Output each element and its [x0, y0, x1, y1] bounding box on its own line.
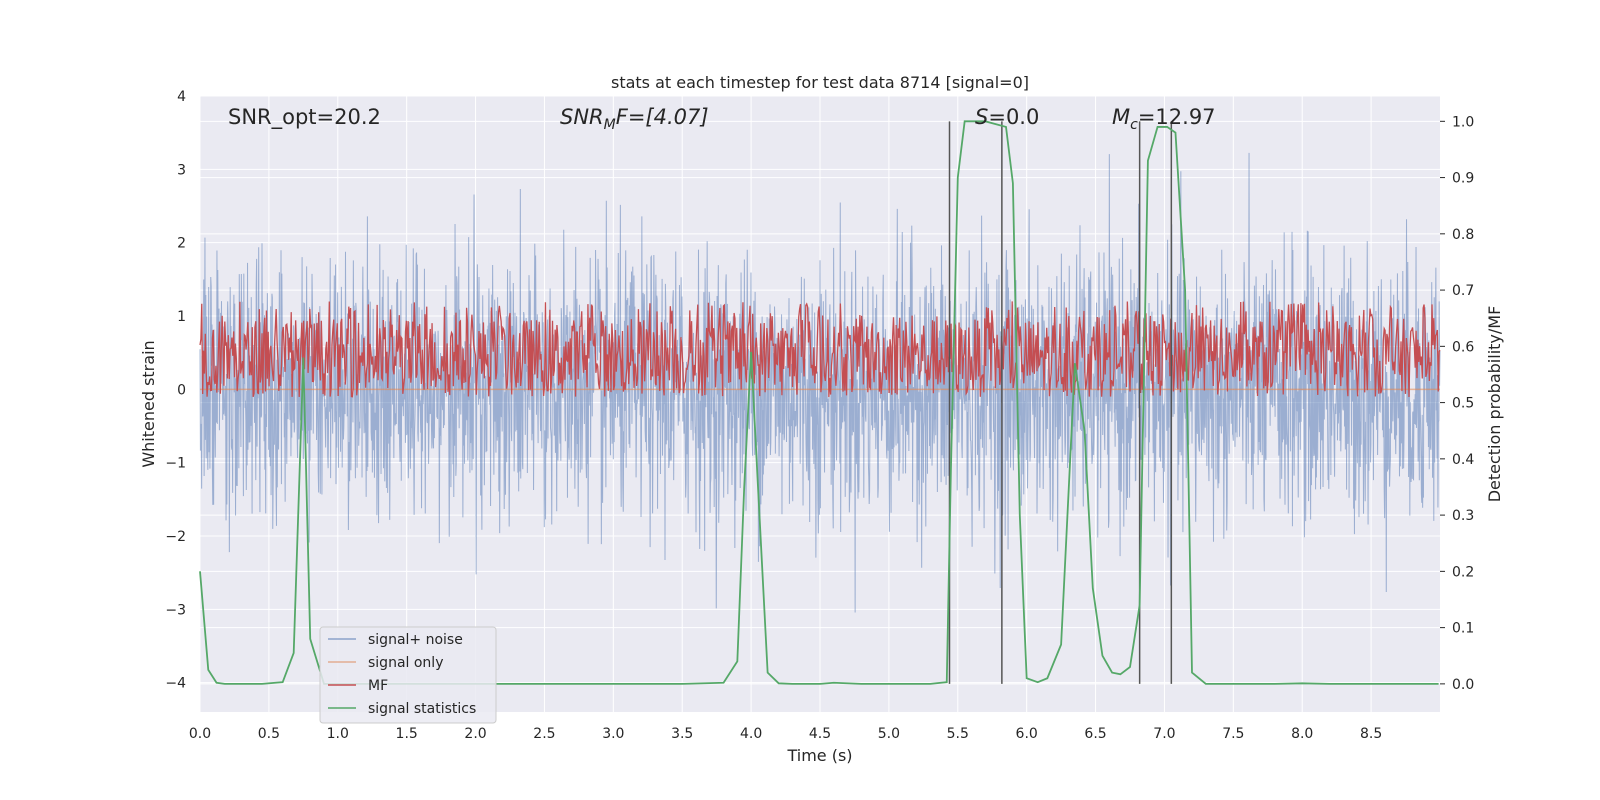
y-tick-label: 2	[177, 236, 186, 252]
legend: signal+ noise signal only MF signal stat…	[319, 626, 497, 724]
mf-trace	[199, 301, 1441, 398]
x-tick-label: 0.5	[258, 726, 280, 742]
y-tick-label: −4	[165, 676, 186, 692]
x-tick-label: 3.5	[671, 726, 693, 742]
x-tick-label: 6.5	[1084, 726, 1106, 742]
legend-label-signal-only: signal only	[368, 655, 443, 671]
x-axis-label: Time (s)	[786, 746, 852, 765]
legend-box	[319, 626, 497, 724]
y2-tick-label: 0.7	[1452, 283, 1474, 299]
x-tick-label: 5.5	[947, 726, 969, 742]
y-tick-label: −2	[165, 529, 186, 545]
y2-tick-label: 0.4	[1452, 452, 1474, 468]
series-mf	[199, 301, 1441, 398]
x-tick-label: 1.5	[396, 726, 418, 742]
x-tick-label: 6.0	[1016, 726, 1038, 742]
y2-tick-label: 0.3	[1452, 508, 1474, 524]
noise-trace	[199, 152, 1441, 613]
x-tick-label: 1.0	[327, 726, 349, 742]
y2-tick-label: 0.5	[1452, 396, 1474, 412]
y-tick-label: −3	[165, 602, 186, 618]
legend-label-mf: MF	[368, 678, 388, 694]
y2-tick-label: 0.8	[1452, 227, 1474, 243]
y2-tick-label: 0.2	[1452, 564, 1474, 580]
y-tick-label: −1	[165, 456, 186, 472]
x-tick-label: 5.0	[878, 726, 900, 742]
y-tick-label: 1	[177, 309, 186, 325]
x-tick-label: 8.5	[1360, 726, 1382, 742]
annotation-snr-opt: SNR_opt=20.2	[228, 105, 381, 130]
legend-label-signal-statistics: signal statistics	[368, 701, 476, 717]
y2-axis-label: Detection probability/MF	[1485, 306, 1504, 503]
y-tick-label: 3	[177, 162, 186, 178]
y2-tick-label: 0.6	[1452, 339, 1474, 355]
y-tick-label: 4	[177, 89, 186, 105]
chart-title: stats at each timestep for test data 871…	[611, 73, 1029, 92]
x-tick-label: 4.5	[809, 726, 831, 742]
tick-labels: 0.0 0.5 1.0 1.5 2.0 2.5 3.0 3.5 4.0 4.5 5.0 5.5 6.0 6…	[165, 89, 1474, 742]
legend-label-signal-noise: signal+ noise	[368, 632, 463, 648]
y2-tick-label: 0.0	[1452, 677, 1474, 693]
x-tick-label: 4.0	[740, 726, 762, 742]
y2-tick-label: 0.9	[1452, 171, 1474, 187]
annotation-mc: Mc=12.97	[1112, 105, 1216, 133]
y2-tick-label: 0.1	[1452, 621, 1474, 637]
x-tick-label: 2.0	[464, 726, 486, 742]
x-tick-label: 0.0	[189, 726, 211, 742]
annotation-snr-mf: SNRMF=[4.07]	[560, 105, 709, 133]
annotation-s: S=0.0	[975, 105, 1039, 129]
y-tick-label: 0	[177, 382, 186, 398]
series-signal-noise	[199, 152, 1441, 613]
x-tick-label: 8.0	[1291, 726, 1313, 742]
x-tick-label: 7.0	[1153, 726, 1175, 742]
x-tick-label: 2.5	[533, 726, 555, 742]
x-tick-label: 7.5	[1222, 726, 1244, 742]
y-axis-label: Whitened strain	[139, 340, 158, 467]
y2-tick-label: 1.0	[1452, 114, 1474, 130]
x-tick-label: 3.0	[602, 726, 624, 742]
